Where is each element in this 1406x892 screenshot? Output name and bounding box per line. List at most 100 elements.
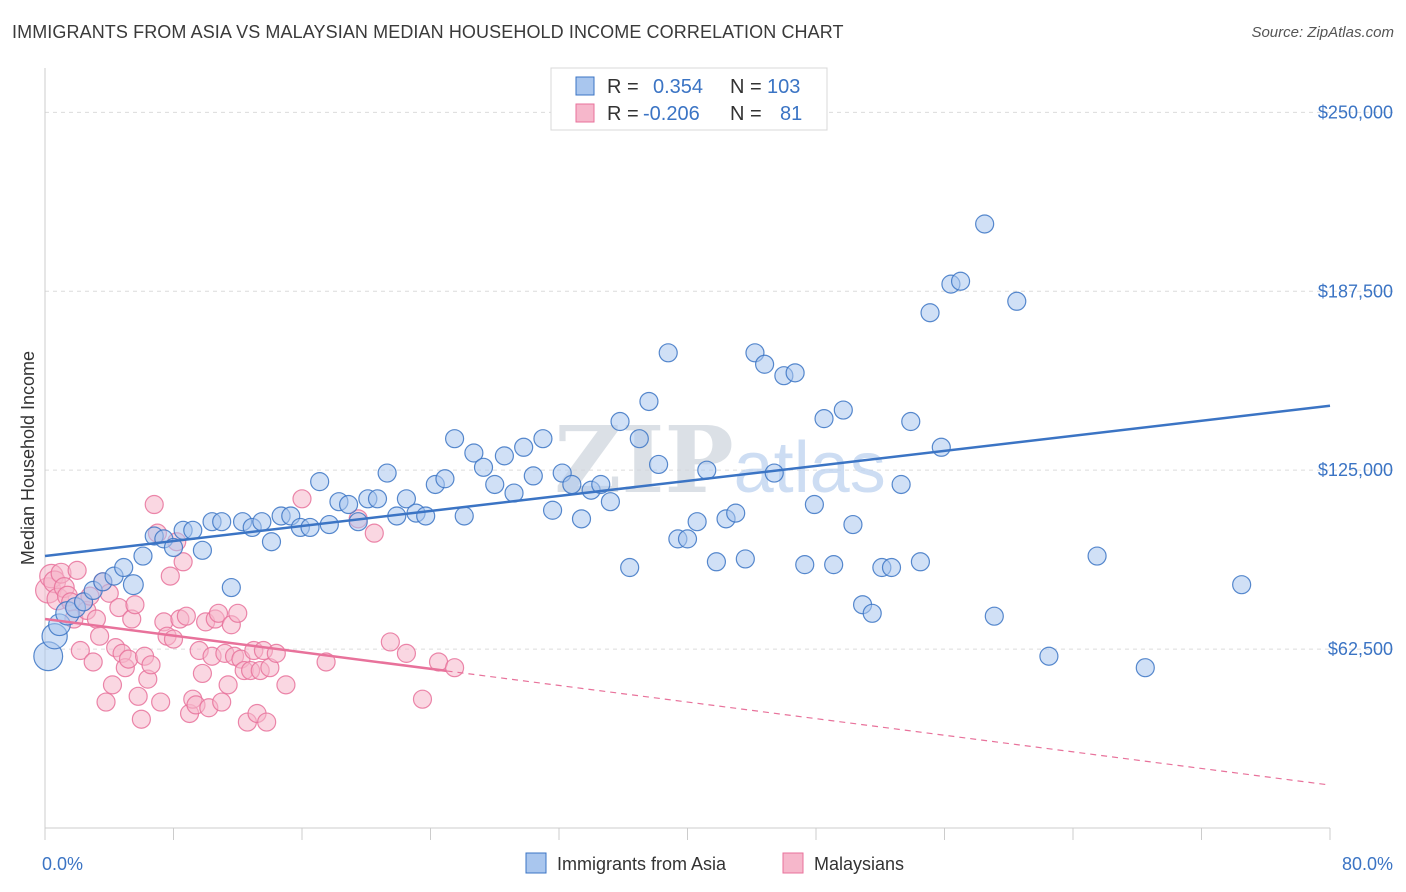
- bottom-legend-swatch-asia: [525, 852, 547, 874]
- asia-point: [843, 514, 863, 535]
- asia-point: [122, 574, 144, 596]
- malaysians-point: [125, 595, 145, 615]
- malaysians-point: [412, 689, 433, 709]
- asia-point: [591, 474, 611, 495]
- asia-point: [785, 363, 805, 383]
- y-tick-label: $187,500: [1318, 281, 1393, 301]
- asia-point: [494, 446, 514, 466]
- malaysians-point: [192, 663, 213, 684]
- x-tick-labels: 0.0% 80.0%: [42, 854, 1393, 874]
- asia-point: [377, 463, 397, 483]
- malaysians-point: [228, 603, 248, 623]
- malaysians-trend-line-extension: [446, 670, 1331, 786]
- malaysians-point: [163, 629, 184, 649]
- asia-point: [523, 466, 543, 486]
- malaysians-point: [218, 675, 238, 695]
- asia-point: [183, 520, 203, 540]
- asia-point: [910, 552, 931, 572]
- axes: [44, 68, 1331, 840]
- x-tick-label: 0.0%: [42, 854, 83, 874]
- legend-r-value: 0.354: [653, 76, 703, 98]
- malaysians-point: [257, 712, 277, 732]
- y-tick-label: $62,500: [1328, 639, 1393, 659]
- asia-point: [454, 506, 474, 526]
- asia-points: [33, 214, 1252, 678]
- trend-lines: [44, 404, 1331, 786]
- malaysians-point: [67, 560, 87, 580]
- asia-point: [931, 437, 951, 457]
- asia-point: [485, 474, 505, 495]
- asia-point: [533, 429, 553, 449]
- malaysians-point: [128, 686, 148, 706]
- malaysians-point: [380, 632, 400, 652]
- asia-point: [814, 409, 834, 429]
- bottom-legend: Immigrants from Asia Malaysians: [525, 852, 904, 874]
- asia-point: [920, 303, 940, 323]
- asia-point: [163, 537, 184, 558]
- chart-title: IMMIGRANTS FROM ASIA VS MALAYSIAN MEDIAN…: [12, 22, 844, 42]
- asia-point: [629, 429, 649, 449]
- legend-n-label: N =: [730, 76, 762, 98]
- malaysians-point: [212, 692, 232, 712]
- chart-source: Source: ZipAtlas.com: [1251, 24, 1394, 41]
- asia-point: [310, 472, 330, 492]
- asia-point: [261, 532, 282, 552]
- asia-point: [1135, 658, 1155, 678]
- malaysians-point: [83, 652, 103, 672]
- malaysians-point: [364, 523, 384, 543]
- asia-point: [735, 549, 755, 569]
- legend-r-value: -0.206: [643, 103, 700, 125]
- asia-point: [444, 429, 465, 449]
- legend-r-label: R =: [607, 103, 639, 125]
- bottom-legend-label-asia: Immigrants from Asia: [557, 854, 727, 874]
- asia-point: [396, 489, 417, 509]
- asia-point: [697, 460, 717, 480]
- asia-point: [610, 411, 630, 432]
- x-tick-label: 80.0%: [1342, 854, 1393, 874]
- malaysians-point: [176, 606, 196, 626]
- malaysians-point: [141, 655, 161, 675]
- watermark: ZIPatlas: [554, 406, 885, 514]
- asia-point: [571, 509, 592, 529]
- asia-point: [1232, 575, 1252, 595]
- asia-point: [862, 603, 882, 623]
- asia-point: [300, 517, 320, 538]
- y-tick-label: $250,000: [1318, 102, 1393, 122]
- legend-swatch-asia: [575, 76, 595, 96]
- asia-point: [1007, 291, 1027, 311]
- asia-point: [648, 454, 669, 475]
- asia-point: [881, 557, 902, 578]
- y-tick-labels: $62,500 $125,000 $187,500 $250,000: [1318, 102, 1393, 659]
- malaysians-point: [396, 643, 417, 663]
- malaysians-point: [102, 675, 123, 695]
- asia-point: [706, 552, 727, 572]
- asia-point: [367, 489, 388, 509]
- asia-point: [975, 214, 995, 234]
- bottom-legend-swatch-malaysians: [782, 852, 804, 874]
- legend-n-label: N =: [730, 103, 762, 125]
- asia-point: [252, 512, 272, 532]
- asia-point: [950, 271, 971, 291]
- asia-point: [984, 606, 1004, 626]
- asia-point: [338, 494, 359, 515]
- asia-point: [464, 443, 484, 463]
- asia-point: [212, 512, 232, 532]
- asia-point: [435, 469, 455, 489]
- asia-point: [901, 411, 921, 432]
- asia-point: [473, 457, 494, 477]
- asia-point: [221, 577, 241, 598]
- asia-point: [687, 512, 707, 532]
- y-axis-label: Median Household Income: [18, 351, 38, 565]
- asia-point: [764, 463, 784, 483]
- legend-n-value: 81: [780, 103, 802, 125]
- malaysians-point: [70, 640, 90, 661]
- asia-point: [833, 400, 853, 420]
- bottom-legend-label-malaysians: Malaysians: [814, 854, 904, 874]
- asia-point: [804, 494, 824, 515]
- asia-point: [1087, 546, 1107, 566]
- malaysians-point: [292, 489, 312, 509]
- malaysians-trend-line: [44, 617, 447, 673]
- asia-point: [891, 474, 911, 495]
- legend-swatch-malaysians: [575, 103, 595, 123]
